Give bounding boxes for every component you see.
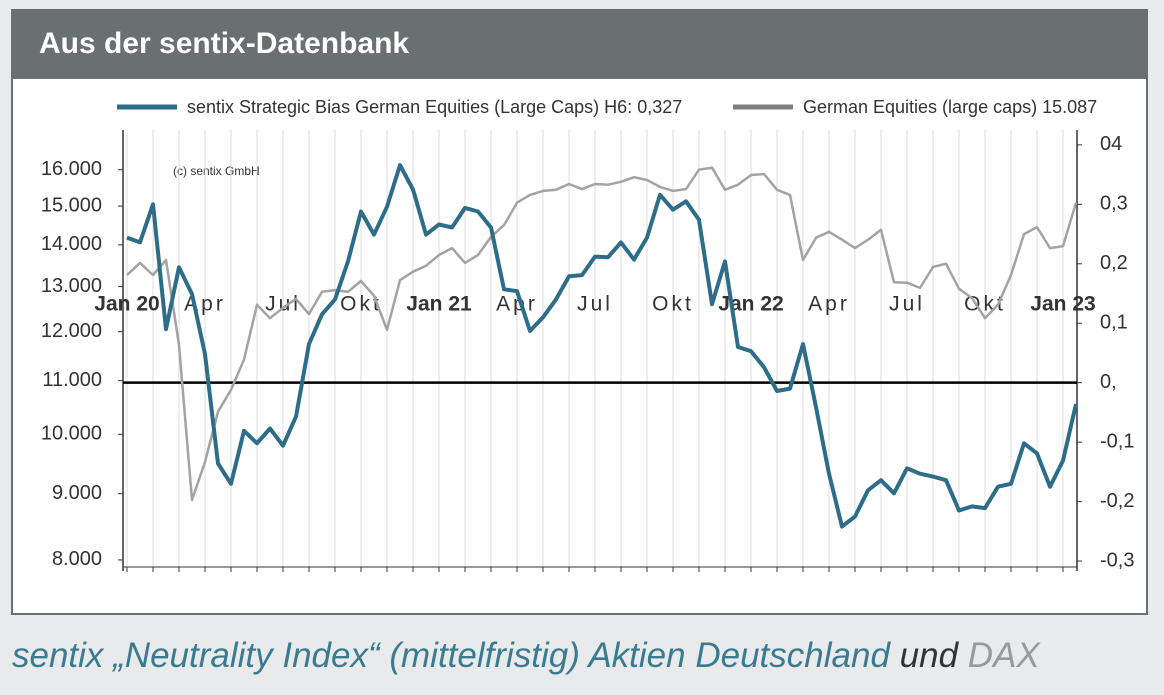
y-tick-label: 15.000 [41,194,102,216]
x-tick-label: Jan 22 [718,293,783,316]
x-tick-label: Jan 23 [1030,293,1095,316]
header: Aus der sentix-Datenbank [13,11,1146,79]
caption-text: sentix „Neutrality Index“ (mittelfristig… [12,636,890,675]
y2-tick-label: 0,2 [1100,252,1128,274]
y2-tick-label: 0, [1100,371,1117,393]
y-tick-label: 9.000 [52,482,102,504]
y-tick-label: 11.000 [42,369,102,391]
x-tick-label: Jan 20 [94,293,159,316]
x-tick-label: Jul [265,293,301,316]
legend-label: sentix Strategic Bias German Equities (L… [187,97,682,117]
chart-title: Aus der sentix-Datenbank [39,27,410,60]
x-tick-label: Okt [652,293,694,316]
x-tick-label: Jul [889,293,925,316]
y2-tick-label: 04 [1100,133,1122,155]
x-tick-label: Jan 21 [406,293,472,316]
y-tick-label: 14.000 [41,233,102,255]
y2-tick-label: -0,1 [1100,430,1134,452]
y-tick-label: 10.000 [41,423,102,445]
y-tick-label: 12.000 [41,320,102,342]
caption: sentix „Neutrality Index“ (mittelfristig… [12,636,1040,676]
y2-tick-label: 0,3 [1100,193,1128,215]
y-tick-label: 8.000 [52,548,102,570]
x-tick-label: Apr [808,293,850,316]
caption-text: und [899,636,959,675]
y-tick-label: 16.000 [41,158,102,180]
y2-tick-label: -0,3 [1100,549,1134,571]
x-tick-label: Okt [340,293,382,316]
y2-tick-label: 0,1 [1100,312,1128,334]
y-tick-label: 13.000 [41,275,102,297]
x-tick-label: Jul [577,293,613,316]
legend-label: German Equities (large caps) 15.087 [803,97,1097,117]
caption-text: DAX [967,636,1040,675]
annotation: (c) sentix GmbH [173,164,260,178]
series-line [126,163,1078,529]
chart: (c) sentix GmbH Jan 20 Apr Jul Okt Jan 21 Apr… [41,97,1134,572]
y2-tick-label: -0,2 [1100,490,1134,512]
series-line [126,166,1078,502]
